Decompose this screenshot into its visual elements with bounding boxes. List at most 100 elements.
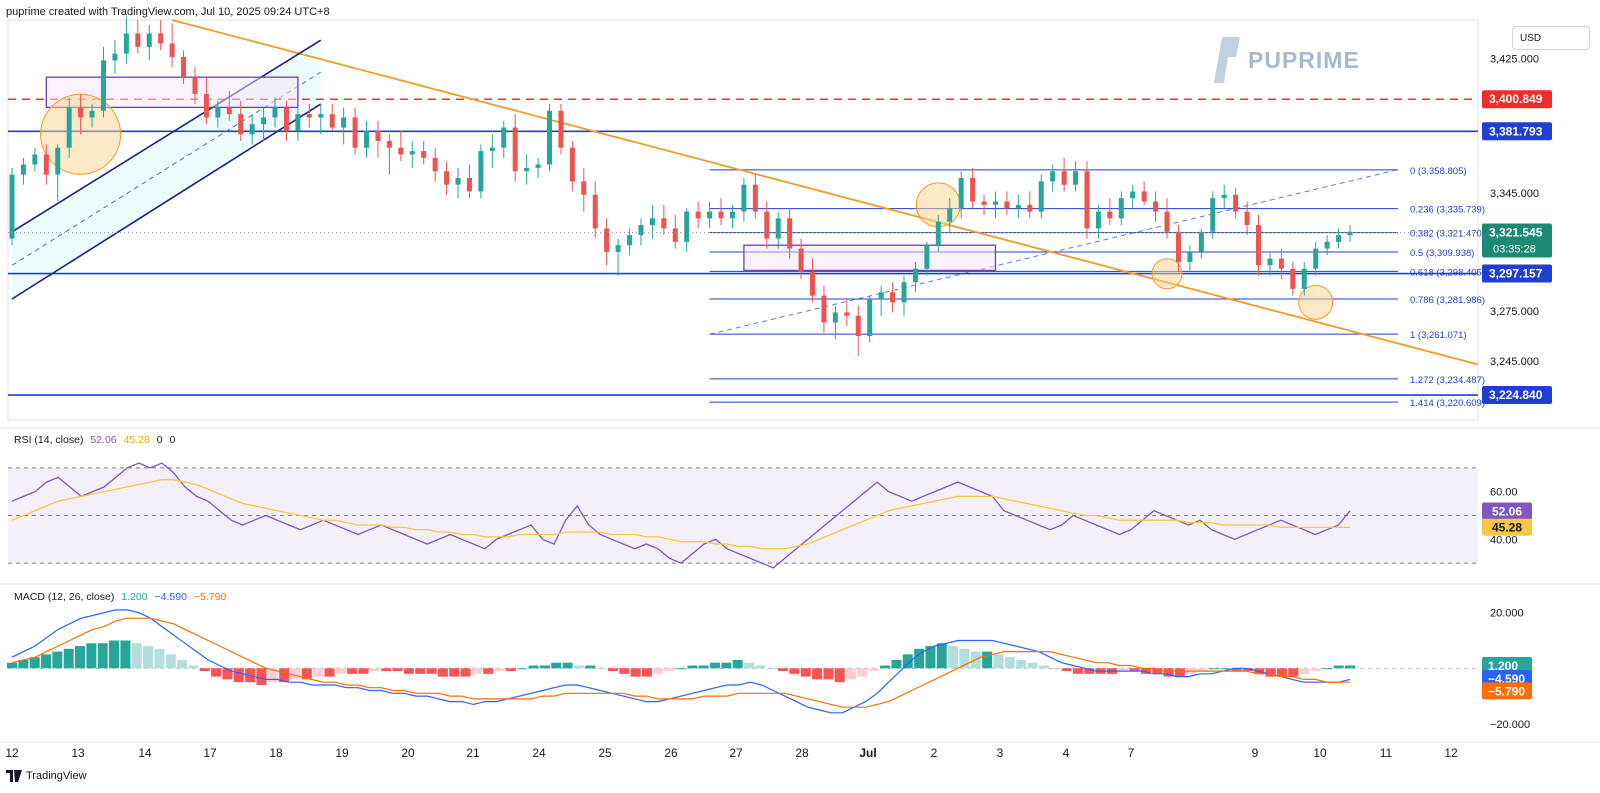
macd-histogram-bar — [1322, 668, 1333, 670]
candle-body — [1210, 198, 1216, 232]
candle-body — [810, 272, 816, 296]
candle-body — [1073, 171, 1079, 185]
candle-body — [764, 211, 770, 239]
time-axis-label: 11 — [1380, 746, 1393, 760]
macd-histogram-bar — [256, 668, 267, 685]
candle-body — [558, 110, 564, 148]
macd-histogram-bar — [551, 662, 562, 669]
time-axis-label: 2 — [931, 746, 938, 760]
candle-body — [1233, 194, 1239, 212]
macd-histogram-bar — [755, 665, 766, 669]
fib-level-label: 0.786 (3,281.986) — [1410, 295, 1485, 306]
rsi-ma-line — [11, 479, 1350, 550]
candle-body — [112, 53, 118, 61]
time-axis-label: 10 — [1313, 746, 1327, 760]
fib-level-label: 0.236 (3,335.739) — [1410, 205, 1485, 216]
candle-body — [1256, 225, 1262, 266]
candle-body — [901, 282, 907, 303]
time-axis-label: 28 — [795, 746, 809, 760]
rsi-axis-tick: 60.00 — [1490, 487, 1518, 499]
candle-body — [135, 33, 141, 47]
candle-body — [9, 174, 15, 239]
macd-axis-tick: −20.000 — [1490, 719, 1530, 731]
candle-body — [66, 107, 72, 148]
channel-mid-line — [11, 71, 322, 266]
macd-histogram-bar — [846, 668, 857, 680]
candle-body — [398, 147, 404, 155]
macd-signal-line — [11, 617, 1350, 708]
macd-histogram-bar — [494, 668, 505, 672]
main-pane-border — [7, 19, 1479, 421]
macd-histogram-bar — [369, 668, 380, 672]
macd-histogram-bar — [948, 646, 959, 669]
candle-body — [684, 211, 690, 242]
macd-histogram-bar — [381, 668, 392, 672]
macd-histogram-bar — [97, 643, 108, 669]
candle-body — [1027, 204, 1033, 212]
time-axis-label: 25 — [598, 746, 612, 760]
candle-body — [1221, 194, 1227, 199]
macd-histogram-bar — [1208, 668, 1219, 670]
candle-body — [661, 218, 667, 229]
candle-body — [992, 201, 998, 205]
macd-histogram-bar — [800, 668, 811, 677]
rsi-pane-title: RSI (14, close) 52.06 45.28 0 0 — [14, 434, 176, 446]
macd-histogram-bar — [778, 668, 789, 672]
candle-body — [386, 141, 392, 148]
candle-body — [912, 268, 918, 283]
macd-histogram-bar — [1084, 668, 1095, 674]
candle-body — [707, 211, 713, 219]
time-axis-label: 19 — [335, 746, 349, 760]
candle-body — [169, 43, 175, 57]
currency-selector[interactable]: USD — [1512, 26, 1590, 50]
macd-histogram-bar — [721, 662, 732, 669]
candle-body — [855, 315, 861, 336]
macd-histogram-bar — [7, 662, 17, 669]
candle-body — [1061, 171, 1067, 185]
descending-trendline — [171, 19, 1479, 366]
candle-body — [821, 295, 827, 323]
macd-histogram-bar — [982, 651, 993, 669]
candle-body — [100, 60, 106, 111]
tradingview-logo-icon — [6, 770, 22, 782]
brand-mark-icon — [1214, 37, 1240, 83]
candle-body — [844, 312, 850, 316]
time-axis-label: 12 — [1444, 746, 1458, 760]
macd-histogram-bar — [653, 668, 664, 674]
candle-body — [444, 171, 450, 185]
candle-body — [1153, 201, 1159, 212]
time-axis-label: 13 — [71, 746, 85, 760]
macd-histogram-bar — [1050, 668, 1061, 670]
macd-histogram-bar — [143, 646, 154, 669]
macd-histogram-bar — [744, 662, 755, 669]
candle-body — [1187, 251, 1193, 263]
macd-histogram-bar — [335, 668, 346, 674]
candle-body — [489, 147, 495, 152]
price-badge-label: 3,400.849 — [1489, 92, 1543, 106]
chart-header-title: puprime created with TradingView.com, Ju… — [6, 6, 330, 18]
candle-body — [718, 211, 724, 219]
macd-histogram-bar — [165, 654, 176, 669]
candle-body — [158, 33, 164, 44]
macd-histogram-bar — [279, 668, 290, 683]
candle-body — [181, 56, 187, 78]
rsi-badge — [1482, 518, 1532, 536]
time-axis-label: 21 — [466, 746, 480, 760]
macd-histogram-bar — [710, 662, 721, 669]
macd-histogram-bar — [1140, 668, 1151, 674]
candle-body — [1118, 198, 1124, 219]
macd-histogram-bar — [902, 654, 913, 669]
candle-body — [947, 208, 953, 222]
time-axis-label: 9 — [1252, 746, 1259, 760]
macd-histogram-bar — [426, 668, 437, 674]
macd-histogram-bar — [52, 651, 63, 669]
candle-body — [512, 127, 518, 172]
price-chart[interactable]: 3,425.000 3,345.000 3,275.000 3,245.000 0 (3… — [0, 0, 1600, 770]
candle-body — [1347, 231, 1353, 236]
macd-histogram-bar — [505, 668, 516, 672]
candle-body — [249, 124, 255, 135]
macd-histogram-bar — [925, 646, 936, 669]
macd-histogram-bar — [358, 668, 369, 674]
candle-body — [1336, 235, 1342, 242]
macd-histogram-bar — [517, 668, 528, 670]
